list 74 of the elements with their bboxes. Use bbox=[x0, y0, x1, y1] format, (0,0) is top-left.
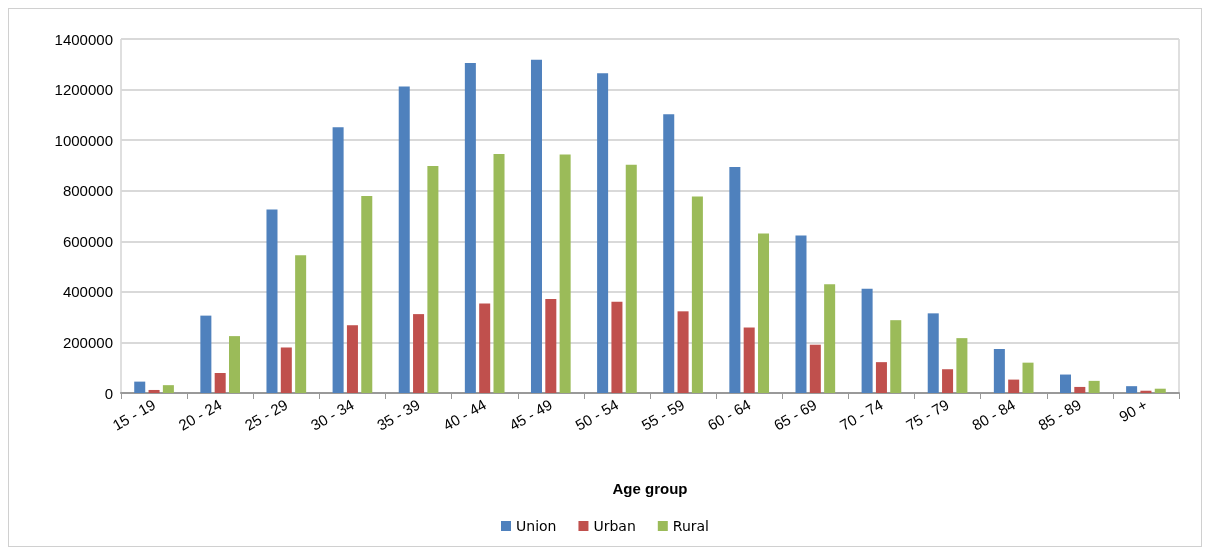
bar bbox=[1088, 380, 1100, 393]
x-tick-label: 35 - 39 bbox=[373, 395, 423, 434]
x-tick-label: 65 - 69 bbox=[770, 395, 820, 434]
bar bbox=[795, 235, 807, 393]
bar bbox=[148, 389, 160, 393]
bar bbox=[927, 313, 939, 393]
bar bbox=[464, 63, 476, 393]
bar bbox=[229, 336, 241, 393]
bar bbox=[861, 288, 873, 393]
x-tick-label: 25 - 29 bbox=[241, 395, 291, 434]
bar bbox=[200, 315, 212, 393]
bar bbox=[134, 381, 146, 393]
bar bbox=[758, 233, 770, 393]
y-tick-label: 0 bbox=[104, 384, 113, 402]
bar bbox=[691, 196, 703, 393]
legend-label: Union bbox=[516, 518, 557, 534]
bar bbox=[875, 362, 887, 393]
x-tick-label: 55 - 59 bbox=[638, 395, 688, 434]
x-tick-label: 80 - 84 bbox=[969, 395, 1018, 434]
bar bbox=[597, 73, 609, 393]
bar bbox=[332, 127, 344, 393]
bar bbox=[743, 327, 755, 393]
legend-label: Urban bbox=[593, 518, 636, 534]
y-tick-label: 600000 bbox=[62, 232, 113, 250]
bar bbox=[361, 196, 373, 393]
bar bbox=[162, 385, 174, 393]
y-tick-label: 200000 bbox=[62, 333, 113, 351]
bar bbox=[530, 59, 542, 393]
x-tick-label: 90 + bbox=[1116, 395, 1151, 426]
bar bbox=[956, 338, 968, 393]
bar bbox=[890, 320, 902, 393]
bar bbox=[398, 86, 410, 393]
bar bbox=[545, 298, 557, 393]
bar bbox=[824, 284, 836, 393]
x-tick-label: 50 - 54 bbox=[572, 395, 622, 434]
x-tick-label: 60 - 64 bbox=[704, 395, 754, 434]
x-tick-label: 45 - 49 bbox=[506, 395, 556, 434]
bar bbox=[413, 314, 425, 393]
x-tick-label: 85 - 89 bbox=[1035, 395, 1085, 434]
bar bbox=[663, 114, 675, 393]
bar bbox=[280, 347, 292, 393]
x-tick-label: 75 - 79 bbox=[902, 395, 952, 434]
y-tick-label: 1200000 bbox=[54, 81, 113, 99]
y-tick-label: 400000 bbox=[62, 283, 113, 301]
bar bbox=[942, 369, 954, 393]
bar bbox=[625, 164, 637, 393]
bar bbox=[1059, 374, 1071, 393]
bar bbox=[1126, 386, 1138, 393]
bar bbox=[214, 373, 226, 393]
y-tick-label: 1000000 bbox=[54, 131, 113, 149]
bar bbox=[493, 154, 505, 393]
y-tick-label: 800000 bbox=[62, 182, 113, 200]
bar bbox=[1074, 386, 1086, 393]
x-tick-label: 20 - 24 bbox=[175, 395, 225, 434]
bar bbox=[427, 165, 439, 393]
bar bbox=[266, 209, 278, 393]
x-axis-title: Age group bbox=[612, 480, 688, 497]
x-tick-label: 30 - 34 bbox=[307, 395, 357, 434]
legend-label: Rural bbox=[672, 518, 709, 534]
x-tick-label: 40 - 44 bbox=[440, 395, 489, 434]
bar bbox=[1022, 362, 1034, 393]
bar bbox=[809, 344, 821, 393]
x-tick-label: 70 - 74 bbox=[836, 395, 886, 434]
bar bbox=[1154, 388, 1166, 393]
bar bbox=[559, 154, 571, 393]
bar bbox=[677, 311, 689, 393]
bar bbox=[295, 255, 307, 393]
bar bbox=[611, 301, 623, 393]
y-tick-label: 1400000 bbox=[54, 30, 113, 48]
bar bbox=[993, 349, 1005, 393]
bar bbox=[729, 166, 741, 393]
bar bbox=[346, 325, 358, 393]
bar bbox=[479, 303, 491, 393]
bar bbox=[1008, 379, 1020, 393]
